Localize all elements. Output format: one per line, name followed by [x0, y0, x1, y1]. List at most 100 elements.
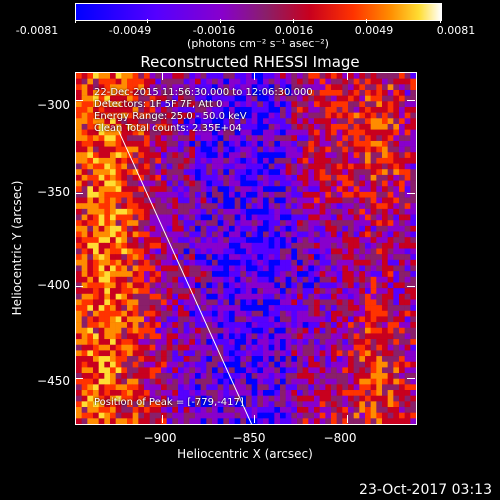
heatmap-cell: [189, 89, 196, 96]
heatmap-cell: [200, 180, 207, 187]
heatmap-cell: [81, 140, 88, 147]
heatmap-cell: [161, 129, 167, 136]
heatmap-cell: [399, 84, 405, 91]
heatmap-cell: [172, 254, 179, 261]
heatmap-cell: [376, 373, 383, 380]
heatmap-cell: [387, 106, 394, 113]
heatmap-cell: [302, 242, 309, 249]
heatmap-cell: [353, 140, 360, 147]
heatmap-cell: [336, 401, 343, 408]
heatmap-cell: [246, 248, 252, 255]
heatmap-cell: [200, 356, 207, 363]
heatmap-cell: [365, 101, 371, 108]
heatmap-cell: [268, 367, 275, 374]
heatmap-cell: [144, 327, 150, 334]
heatmap-cell: [404, 327, 411, 334]
heatmap-cell: [365, 254, 371, 261]
heatmap-cell: [212, 78, 218, 85]
heatmap-cell: [365, 407, 371, 413]
heatmap-cell: [98, 220, 105, 227]
heatmap-cell: [93, 123, 99, 130]
heatmap-cell: [302, 407, 309, 413]
heatmap-cell: [387, 157, 394, 164]
heatmap-cell: [336, 390, 343, 396]
heatmap-cell: [268, 282, 275, 289]
heatmap-cell: [280, 135, 286, 142]
heatmap-cell: [280, 78, 286, 85]
heatmap-cell: [87, 118, 94, 125]
heatmap-cell: [251, 197, 258, 204]
heatmap-cell: [325, 118, 332, 125]
heatmap-cell: [297, 384, 303, 391]
heatmap-cell: [195, 242, 201, 249]
y-tick-mark: [75, 99, 83, 101]
heatmap-cell: [246, 282, 252, 289]
heatmap-cell: [234, 412, 241, 419]
heatmap-cell: [410, 95, 416, 102]
heatmap-cell: [98, 157, 105, 164]
heatmap-cell: [132, 197, 139, 204]
heatmap-cell: [144, 157, 150, 164]
heatmap-cell: [115, 203, 122, 210]
heatmap-cell: [325, 112, 332, 119]
heatmap-cell: [331, 140, 337, 147]
heatmap-cell: [342, 367, 349, 374]
heatmap-cell: [336, 203, 343, 210]
heatmap-cell: [342, 299, 349, 306]
heatmap-cell: [370, 95, 377, 102]
heatmap-cell: [217, 276, 224, 283]
heatmap-cell: [240, 248, 247, 255]
heatmap-cell: [410, 248, 416, 255]
colorbar-units: (photons cm⁻² s⁻¹ asec⁻²): [187, 37, 329, 50]
heatmap-cell: [217, 73, 224, 79]
heatmap-cell: [217, 378, 224, 385]
heatmap-cell: [274, 84, 281, 91]
heatmap-cell: [376, 225, 383, 232]
heatmap-cell: [183, 191, 190, 198]
heatmap-cell: [172, 373, 179, 380]
heatmap-cell: [229, 203, 235, 210]
heatmap-cell: [297, 106, 303, 113]
heatmap-cell: [370, 327, 377, 334]
heatmap-cell: [110, 299, 116, 306]
heatmap-cell: [98, 78, 105, 85]
heatmap-cell: [285, 327, 292, 334]
heatmap-cell: [183, 112, 190, 119]
heatmap-cell: [376, 101, 383, 108]
heatmap-cell: [291, 169, 298, 176]
heatmap-cell: [149, 146, 156, 153]
heatmap-cell: [121, 146, 128, 153]
heatmap-cell: [115, 339, 122, 346]
heatmap-cell: [319, 135, 326, 142]
heatmap-cell: [155, 237, 162, 244]
heatmap-cell: [127, 288, 133, 295]
heatmap-cell: [206, 106, 213, 113]
heatmap-cell: [110, 378, 116, 385]
heatmap-cell: [291, 356, 298, 363]
heatmap-cell: [93, 378, 99, 385]
heatmap-cell: [399, 293, 405, 300]
heatmap-cell: [393, 186, 400, 193]
heatmap-cell: [183, 265, 190, 272]
heatmap-cell: [127, 299, 133, 306]
heatmap-cell: [183, 101, 190, 108]
heatmap-cell: [234, 129, 241, 136]
heatmap-cell: [87, 259, 94, 266]
heatmap-cell: [127, 401, 133, 408]
heatmap-cell: [217, 407, 224, 413]
heatmap-cell: [319, 344, 326, 351]
heatmap-cell: [240, 401, 247, 408]
heatmap-cell: [149, 248, 156, 255]
heatmap-cell: [229, 412, 235, 419]
heatmap-cell: [268, 361, 275, 368]
heatmap-cell: [263, 169, 269, 176]
heatmap-cell: [115, 418, 122, 424]
heatmap-cell: [387, 248, 394, 255]
heatmap-cell: [319, 390, 326, 396]
heatmap-cell: [251, 157, 258, 164]
heatmap-cell: [212, 231, 218, 238]
heatmap-cell: [200, 73, 207, 79]
heatmap-cell: [274, 418, 281, 424]
heatmap-cell: [132, 220, 139, 227]
heatmap-cell: [359, 84, 366, 91]
